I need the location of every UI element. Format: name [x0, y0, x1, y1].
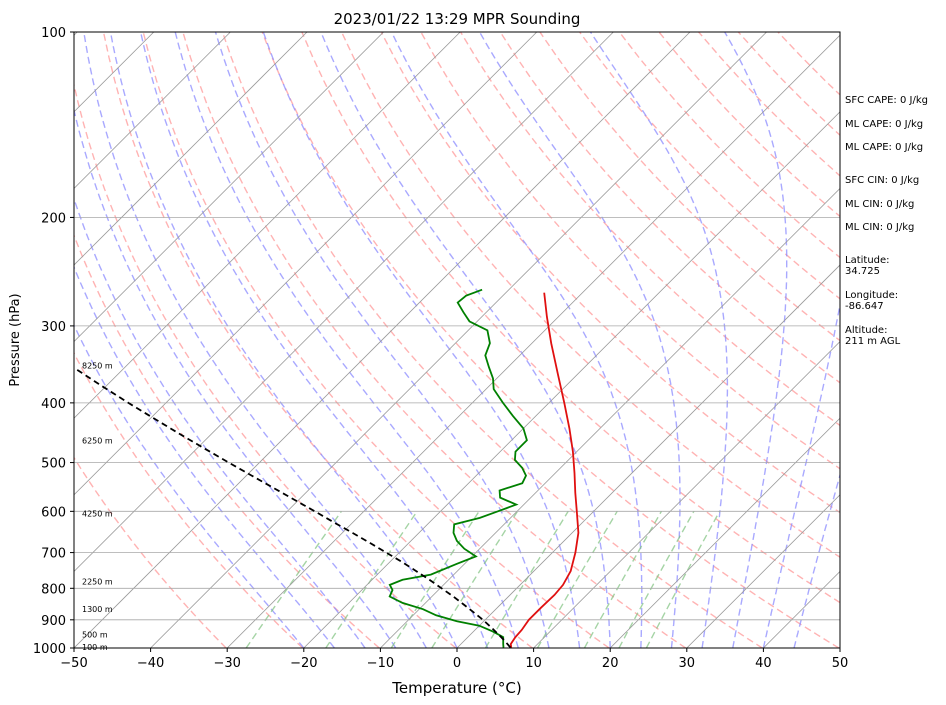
chart-title: 2023/01/22 13:29 MPR Sounding: [334, 10, 581, 28]
y-tick-label: 100: [41, 26, 66, 41]
moist-adiabat-line: [74, 107, 397, 648]
dry-adiabat-line: [182, 32, 687, 648]
temperature-profile: [509, 292, 580, 648]
isotherm-line: [74, 32, 691, 648]
longitude-text: Longitude: -86.647: [845, 290, 899, 312]
mixing-ratio-line: [484, 510, 569, 648]
height-label: 6250 m: [82, 436, 113, 445]
dry-adiabat-line: [579, 32, 840, 300]
isotherm-line: [74, 32, 614, 572]
moist-adiabat-line: [139, 32, 489, 648]
moist-adiabat-line: [390, 32, 643, 648]
height-label: 500 m: [82, 630, 108, 639]
dry-adiabat-line: [459, 32, 840, 427]
dry-adiabat-line: [74, 233, 380, 648]
isotherm-line: [303, 111, 840, 648]
ml-cin-text-2: ML CIN: 0 J/kg: [845, 222, 915, 233]
dry-adiabat-line: [142, 32, 610, 648]
sfc-cape-text: SFC CAPE: 0 J/kg: [845, 95, 928, 106]
x-tick-label: −30: [213, 656, 240, 671]
moist-adiabat-line: [589, 32, 729, 648]
isotherm-line: [456, 264, 840, 648]
parcel-path: [74, 366, 512, 648]
latitude-text: Latitude: 34.725: [845, 255, 890, 277]
moist-adiabat-line: [74, 265, 335, 648]
y-axis-label: Pressure (hPa): [8, 293, 23, 386]
x-axis-label: Temperature (°C): [391, 679, 521, 697]
isotherm-line: [533, 341, 840, 648]
y-tick-label: 800: [41, 582, 66, 597]
x-tick-label: 10: [525, 656, 542, 671]
dry-adiabat-line: [499, 32, 840, 384]
dry-adiabat-line: [74, 351, 304, 648]
moist-adiabat-line: [793, 472, 840, 648]
y-tick-label: 300: [41, 320, 66, 335]
dry-adiabat-line: [539, 32, 840, 342]
dry-adiabat-line: [301, 32, 840, 604]
ml-cin-text: ML CIN: 0 J/kg: [845, 199, 915, 210]
isotherm-line: [380, 187, 840, 648]
moist-adiabat-line: [109, 32, 458, 648]
dewpoint-profile: [388, 288, 528, 648]
isotherm-line: [609, 417, 840, 648]
isotherm-line: [74, 32, 384, 343]
moist-adiabat-line: [214, 32, 550, 648]
moist-adiabat-line: [74, 196, 366, 648]
moist-adiabat-line: [762, 301, 840, 648]
isotherm-line: [686, 494, 840, 648]
x-tick-label: −20: [290, 656, 317, 671]
ml-cape-text: ML CAPE: 0 J/kg: [845, 119, 924, 130]
height-label: 2250 m: [82, 578, 113, 587]
x-tick-label: 20: [602, 656, 619, 671]
isotherm-line: [150, 32, 767, 648]
y-tick-label: 900: [41, 614, 66, 629]
height-label: 4250 m: [82, 510, 113, 519]
x-tick-label: 50: [832, 656, 849, 671]
height-label: 1300 m: [82, 605, 113, 614]
x-tick-label: 30: [679, 656, 696, 671]
isotherm-line: [74, 32, 538, 496]
dry-adiabat-line: [74, 456, 227, 648]
y-tick-label: 200: [41, 211, 66, 226]
mixing-ratio-line: [431, 510, 519, 648]
isotherm-line: [74, 32, 231, 189]
x-tick-label: 0: [453, 656, 461, 671]
isotherm-line: [74, 32, 461, 419]
altitude-text: Altitude: 211 m AGL: [845, 325, 901, 347]
height-label: 100 m: [82, 643, 108, 652]
isotherm-line: [226, 34, 840, 648]
moist-adiabat-line: [174, 32, 519, 648]
dry-adiabat-line: [74, 82, 457, 648]
dry-adiabat-line: [221, 32, 763, 648]
dry-adiabat-line: [102, 32, 533, 648]
sfc-cin-text: SFC CIN: 0 J/kg: [845, 175, 920, 186]
moist-adiabat-line: [74, 323, 305, 648]
y-tick-label: 500: [41, 457, 66, 472]
ml-cape-text-2: ML CAPE: 0 J/kg: [845, 142, 924, 153]
moist-adiabat-line: [478, 32, 681, 648]
dry-adiabat-line: [380, 32, 840, 514]
isotherm-line: [74, 32, 308, 266]
y-tick-label: 1000: [33, 642, 66, 657]
moist-adiabat-line: [724, 32, 788, 648]
height-label: 8250 m: [82, 362, 113, 371]
x-tick-label: −50: [60, 656, 87, 671]
x-tick-label: −40: [137, 656, 164, 671]
moist-adiabat-line: [320, 32, 611, 648]
isotherm-line: [0, 32, 1, 648]
x-tick-label: −10: [367, 656, 394, 671]
moist-adiabat-line: [262, 32, 581, 648]
dry-adiabat-line: [340, 32, 840, 558]
x-tick-label: 40: [755, 656, 772, 671]
dry-adiabat-line: [261, 32, 840, 648]
y-tick-label: 600: [41, 505, 66, 520]
y-tick-label: 700: [41, 547, 66, 562]
moist-adiabat-line: [83, 32, 427, 648]
y-tick-label: 400: [41, 397, 66, 412]
